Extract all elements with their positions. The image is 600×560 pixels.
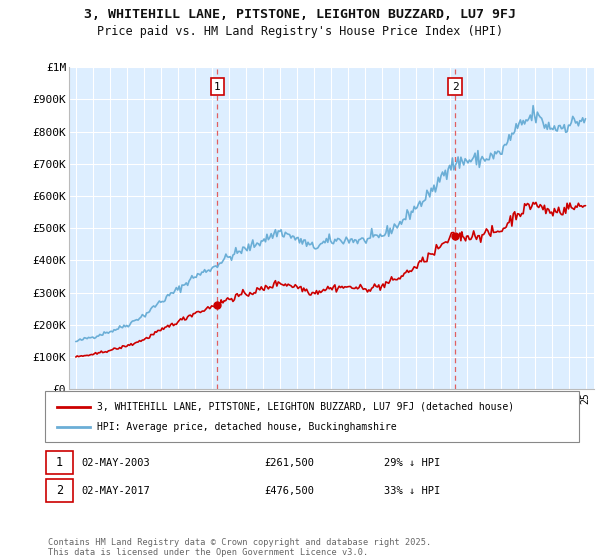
Text: 3, WHITEHILL LANE, PITSTONE, LEIGHTON BUZZARD, LU7 9FJ: 3, WHITEHILL LANE, PITSTONE, LEIGHTON BU…	[84, 8, 516, 21]
Text: 29% ↓ HPI: 29% ↓ HPI	[384, 458, 440, 468]
Text: 1: 1	[56, 456, 63, 469]
Text: HPI: Average price, detached house, Buckinghamshire: HPI: Average price, detached house, Buck…	[97, 422, 397, 432]
Text: Price paid vs. HM Land Registry's House Price Index (HPI): Price paid vs. HM Land Registry's House …	[97, 25, 503, 38]
Text: 02-MAY-2017: 02-MAY-2017	[81, 486, 150, 496]
Text: 02-MAY-2003: 02-MAY-2003	[81, 458, 150, 468]
Text: 33% ↓ HPI: 33% ↓ HPI	[384, 486, 440, 496]
Text: 2: 2	[452, 82, 458, 91]
Text: 1: 1	[214, 82, 221, 91]
Text: 3, WHITEHILL LANE, PITSTONE, LEIGHTON BUZZARD, LU7 9FJ (detached house): 3, WHITEHILL LANE, PITSTONE, LEIGHTON BU…	[97, 402, 514, 412]
Text: Contains HM Land Registry data © Crown copyright and database right 2025.
This d: Contains HM Land Registry data © Crown c…	[48, 538, 431, 557]
Text: £261,500: £261,500	[264, 458, 314, 468]
Text: £476,500: £476,500	[264, 486, 314, 496]
Text: 2: 2	[56, 484, 63, 497]
